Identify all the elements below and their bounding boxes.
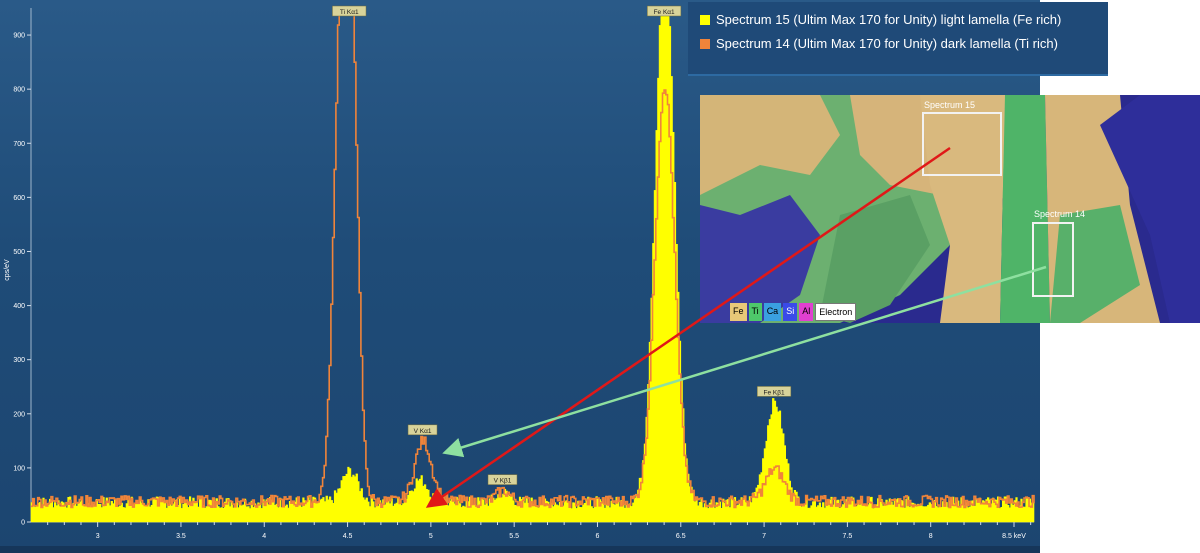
peak-label-box xyxy=(647,5,682,17)
y-tick-label: 800 xyxy=(13,87,25,94)
y-tick-label: 600 xyxy=(13,195,25,202)
legend-label: Spectrum 14 (Ultim Max 170 for Unity) da… xyxy=(716,36,1058,51)
legend-item-spectrum-14: Spectrum 14 (Ultim Max 170 for Unity) da… xyxy=(700,36,1058,51)
roi-spectrum-14 xyxy=(1032,222,1074,297)
y-axis-label: cps/eV xyxy=(4,259,11,281)
chip-al: Al xyxy=(799,303,814,321)
bottom-strip xyxy=(0,546,1040,553)
chip-ti: Ti xyxy=(748,303,762,321)
map-region-si-right xyxy=(1100,95,1200,323)
roi-spectrum-15 xyxy=(922,112,1002,176)
legend-label: Spectrum 15 (Ultim Max 170 for Unity) li… xyxy=(716,12,1062,27)
chip-fe: Fe xyxy=(730,303,747,321)
x-tick-label: 5 xyxy=(429,533,433,540)
y-tick-label: 0 xyxy=(21,520,25,527)
chip-si: Si xyxy=(783,303,798,321)
y-tick-label: 700 xyxy=(13,141,25,148)
roi-label-spectrum-15: Spectrum 15 xyxy=(924,100,976,110)
x-tick-label: 4.5 xyxy=(343,533,353,540)
y-tick-label: 100 xyxy=(13,465,25,472)
y-tick-label: 300 xyxy=(13,357,25,364)
legend-swatch-yellow xyxy=(700,15,710,25)
peak-label-box xyxy=(332,5,367,17)
x-tick-label: 3 xyxy=(96,533,100,540)
x-tick-label: 3.5 xyxy=(176,533,186,540)
y-tick-label: 900 xyxy=(13,33,25,40)
x-tick-label: 8 xyxy=(929,533,933,540)
x-tick-label: 4 xyxy=(262,533,266,540)
y-tick-label: 500 xyxy=(13,249,25,256)
peak-label: Fe Kβ1 xyxy=(764,389,785,396)
x-tick-label: 7.5 xyxy=(843,533,853,540)
peak-label: V Kα1 xyxy=(414,428,432,435)
chip-electron: Electron xyxy=(815,303,857,321)
x-tick-label: 5.5 xyxy=(509,533,519,540)
x-tick-label: 7 xyxy=(762,533,766,540)
y-tick-label: 400 xyxy=(13,303,25,310)
legend-swatch-orange xyxy=(700,39,710,49)
peak-label: Ti Kα1 xyxy=(340,9,359,16)
map-element-legend: Fe Ti Ca Si Al Electron xyxy=(730,303,857,321)
y-ticks: 0 100 200 300 400 500 600 700 800 900 xyxy=(13,33,31,527)
x-tick-label: 8.5 keV xyxy=(1002,533,1026,540)
element-map-image: Spectrum 15 Spectrum 14 Fe Ti Ca Si Al E… xyxy=(700,95,1200,323)
peak-label: Fe Kα1 xyxy=(654,9,675,16)
peak-label: V Kβ1 xyxy=(494,478,512,485)
x-tick-label: 6 xyxy=(596,533,600,540)
legend: Spectrum 15 (Ultim Max 170 for Unity) li… xyxy=(688,2,1108,76)
x-ticks: 3 3.5 4 4.5 5 5.5 6 6.5 7 7.5 8 8.5 keV xyxy=(47,522,1032,540)
y-tick-label: 200 xyxy=(13,411,25,418)
legend-item-spectrum-15: Spectrum 15 (Ultim Max 170 for Unity) li… xyxy=(700,12,1061,27)
x-tick-label: 6.5 xyxy=(676,533,686,540)
chip-ca: Ca xyxy=(763,303,782,321)
roi-label-spectrum-14: Spectrum 14 xyxy=(1034,209,1086,219)
